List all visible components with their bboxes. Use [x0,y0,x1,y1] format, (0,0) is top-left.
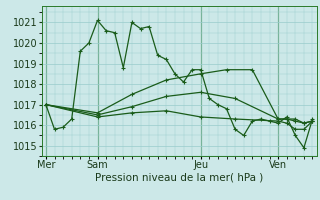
X-axis label: Pression niveau de la mer( hPa ): Pression niveau de la mer( hPa ) [95,173,263,183]
